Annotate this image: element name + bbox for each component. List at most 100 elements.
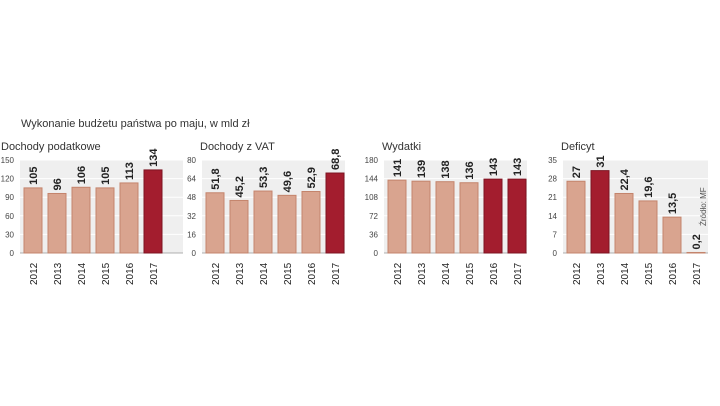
y-tick-label: 80 <box>187 156 196 165</box>
x-tick-label: 2017 <box>149 262 160 285</box>
value-label: 143 <box>512 158 524 176</box>
value-label: 139 <box>416 160 428 178</box>
value-label: 19,6 <box>643 176 655 197</box>
bar-2013 <box>47 192 67 254</box>
value-label: 96 <box>52 178 64 190</box>
bar-2012 <box>387 179 407 254</box>
value-label: 31 <box>595 155 607 167</box>
bar-2012 <box>205 192 225 254</box>
y-tick-label: 7 <box>553 230 558 239</box>
bar-2016 <box>119 182 139 254</box>
y-tick-label: 72 <box>369 212 378 221</box>
y-tick-label: 90 <box>5 193 14 202</box>
y-tick-label: 120 <box>1 175 15 184</box>
y-tick-label: 0 <box>192 249 197 258</box>
bar-2013 <box>590 170 610 254</box>
value-label: 13,5 <box>667 193 679 214</box>
chart-background <box>202 160 345 253</box>
value-label: 105 <box>100 167 112 185</box>
value-label: 49,6 <box>282 171 294 192</box>
x-tick-label: 2017 <box>513 262 524 285</box>
bar-2015 <box>459 182 479 254</box>
chart-title: Dochody podatkowe <box>1 141 101 153</box>
value-label: 134 <box>148 148 160 167</box>
bar-2012 <box>23 187 43 254</box>
bar-2014 <box>71 186 91 254</box>
value-label: 141 <box>392 159 404 177</box>
y-tick-label: 36 <box>369 230 378 239</box>
chart-headline: Wykonanie budżetu państwa po maju, w mld… <box>21 118 250 130</box>
chart-panel-1: 0 30 60 90 120 150 Dochody podatkowe 105 2012 96 2… <box>1 141 183 285</box>
y-tick-label: 35 <box>548 156 557 165</box>
value-label: 52,9 <box>306 167 318 188</box>
value-label: 106 <box>76 166 88 184</box>
x-tick-label: 2012 <box>572 262 583 285</box>
value-label: 105 <box>28 167 40 185</box>
x-tick-label: 2012 <box>393 262 404 285</box>
x-tick-label: 2015 <box>283 262 294 285</box>
x-tick-label: 2016 <box>489 262 500 285</box>
chart-panel-4: 0 7 14 21 28 35 Deficyt 27 2012 31 2013 22,4 2014 19,… <box>548 141 708 285</box>
x-tick-label: 2013 <box>417 262 428 285</box>
y-tick-label: 48 <box>187 193 196 202</box>
value-label: 68,8 <box>330 149 342 170</box>
chart-background <box>563 160 708 253</box>
x-tick-label: 2015 <box>101 262 112 285</box>
y-tick-label: 28 <box>548 175 557 184</box>
x-tick-label: 2013 <box>235 262 246 285</box>
value-label: 138 <box>440 160 452 178</box>
bar-2014 <box>435 181 455 254</box>
bar-2016 <box>662 216 682 254</box>
value-label: 45,2 <box>234 176 246 197</box>
value-label: 136 <box>464 161 476 179</box>
x-tick-label: 2017 <box>331 262 342 285</box>
bar-2013 <box>229 199 249 254</box>
bar-2017 <box>143 169 163 254</box>
y-tick-label: 0 <box>374 249 379 258</box>
x-tick-label: 2015 <box>465 262 476 285</box>
value-label: 0,2 <box>691 234 703 249</box>
bar-2016 <box>301 191 321 254</box>
y-tick-label: 0 <box>10 249 15 258</box>
y-tick-label: 150 <box>1 156 15 165</box>
bar-2015 <box>95 187 115 254</box>
bar-2017 <box>325 172 345 254</box>
bar-2015 <box>638 200 658 254</box>
bar-2015 <box>277 194 297 254</box>
x-tick-label: 2016 <box>668 262 679 285</box>
chart-title: Wydatki <box>382 141 421 153</box>
y-tick-label: 60 <box>5 212 14 221</box>
y-tick-label: 32 <box>187 212 196 221</box>
chart-background <box>384 160 527 253</box>
y-tick-label: 14 <box>548 212 557 221</box>
y-tick-label: 108 <box>365 193 379 202</box>
value-label: 22,4 <box>619 168 631 190</box>
x-tick-label: 2014 <box>441 262 452 285</box>
y-tick-label: 16 <box>187 230 196 239</box>
y-tick-label: 180 <box>365 156 379 165</box>
x-tick-label: 2014 <box>620 262 631 285</box>
bar-2017 <box>507 178 527 254</box>
bar-2017 <box>686 251 706 254</box>
bar-2014 <box>614 192 634 254</box>
y-tick-label: 21 <box>548 193 557 202</box>
value-label: 53,3 <box>258 167 270 188</box>
chart-title: Dochody z VAT <box>200 141 275 153</box>
chart-panel-2: 0 16 32 48 64 80 Dochody z VAT 51,8 2012 45,2 2013… <box>187 141 345 285</box>
value-label: 113 <box>124 162 136 180</box>
x-tick-label: 2017 <box>692 262 703 285</box>
x-tick-label: 2013 <box>596 262 607 285</box>
x-tick-label: 2012 <box>29 262 40 285</box>
x-tick-label: 2014 <box>77 262 88 285</box>
y-tick-label: 64 <box>187 175 196 184</box>
y-tick-label: 30 <box>5 230 14 239</box>
chart-title: Deficyt <box>561 141 595 153</box>
bar-2016 <box>483 178 503 254</box>
x-tick-label: 2012 <box>211 262 222 285</box>
value-label: 143 <box>488 158 500 176</box>
x-tick-label: 2014 <box>259 262 270 285</box>
x-tick-label: 2016 <box>307 262 318 285</box>
value-label: 27 <box>571 166 583 178</box>
